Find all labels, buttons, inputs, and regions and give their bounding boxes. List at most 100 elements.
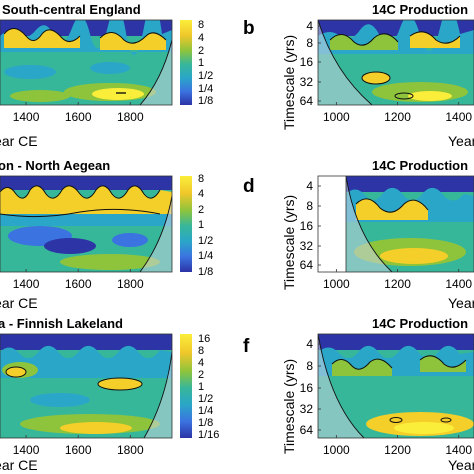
x-axis-label: Year CE [0,457,38,473]
colorbar-ticks: 8 4 2 1 1/2 1/4 1/8 [198,173,213,278]
y-tick-label: 16 [300,55,314,69]
panel-b: b 14C Production 4 8 16 32 64 Timescale (yrs… [243,2,474,149]
colorbar-tick: 1/2 [198,393,213,405]
y-tick-label: 64 [300,94,314,108]
x-tick-label: 1800 [117,110,144,124]
panel-title: South-central England [2,2,141,17]
panel-title: on - North Aegean [0,158,110,173]
colorbar-tick: 8 [198,19,204,31]
power-spectrum [0,176,172,272]
x-tick-label: 1600 [65,277,92,291]
x-tick-label: 1400 [13,110,40,124]
y-ticks: 4 8 16 32 64 [300,19,321,108]
x-ticks: 1000 1200 1400 [323,435,472,457]
colorbar-tick: 1/8 [198,417,213,429]
y-tick-label: 32 [300,239,314,253]
y-ticks: 4 8 16 32 64 [300,179,321,272]
colorbar [180,20,192,105]
x-axis-label: Year CE [0,133,38,149]
power-spectrum [346,176,474,272]
colorbar-tick: 16 [198,333,210,345]
colorbar-tick: 1/4 [198,250,213,262]
panel-c: on - North Aegean 8 4 2 1 1/2 1/4 1/8 1 4 [0,158,213,311]
y-tick-label: 4 [306,19,313,33]
x-axis-label: Year CE [0,295,38,311]
colorbar [180,176,192,272]
x-tick-label: 1200 [384,443,411,457]
colorbar-tick: 1/4 [198,405,213,417]
power-spectrum [318,20,474,105]
y-tick-label: 8 [306,359,313,373]
colorbar-tick: 1/8 [198,266,213,278]
colorbar-tick: 1/2 [198,70,213,82]
x-axis-label: Year CE [448,133,474,149]
x-tick-label: 1400 [13,277,40,291]
panel-title: a - Finnish Lakeland [0,316,123,331]
panel-e: a - Finnish Lakeland 16 8 4 2 1 1/2 1/4 [0,316,219,473]
x-tick-label: 1200 [384,110,411,124]
colorbar [180,334,192,438]
panel-letter: d [243,176,255,197]
colorbar-tick: 1/4 [198,83,213,95]
x-tick-label: 1600 [65,443,92,457]
panel-d: d 14C Production 4 8 16 32 64 Timescale (yrs… [243,158,474,311]
x-axis-label: Year CE [448,295,474,311]
y-tick-label: 8 [306,36,313,50]
power-spectrum [0,334,172,438]
panel-letter: f [243,336,250,357]
x-ticks: 1000 1200 1400 [323,102,472,124]
y-tick-label: 8 [306,199,313,213]
colorbar-tick: 1 [198,381,204,393]
colorbar-tick: 8 [198,173,204,185]
x-ticks: 1400 1600 1800 [13,269,144,291]
y-tick-label: 4 [306,337,313,351]
panel-a: South-central England 8 4 2 1 1/2 [0,2,213,149]
colorbar-tick: 1 [198,219,204,231]
panel-letter: b [243,18,255,39]
y-axis-label: Timescale (yrs) [281,359,297,454]
y-tick-label: 32 [300,402,314,416]
colorbar-tick: 4 [198,357,204,369]
panel-title: 14C Production [372,2,468,17]
y-tick-label: 32 [300,75,314,89]
panel-f: f 14C Production 4 8 16 32 64 Timescale (yrs… [243,316,474,473]
x-tick-label: 1200 [384,277,411,291]
x-tick-label: 1800 [117,277,144,291]
colorbar-tick: 1/8 [198,95,213,107]
x-tick-label: 1600 [65,110,92,124]
y-tick-label: 16 [300,219,314,233]
x-tick-label: 1400 [13,443,40,457]
colorbar-ticks: 16 8 4 2 1 1/2 1/4 1/8 1/16 [198,333,219,441]
colorbar-tick: 1/16 [198,429,219,441]
x-ticks: 1000 1200 1400 [323,269,472,291]
colorbar-tick: 2 [198,204,204,216]
panel-title: 14C Production [372,316,468,331]
x-tick-label: 1400 [445,443,472,457]
colorbar-tick: 2 [198,369,204,381]
y-axis-label: Timescale (yrs) [281,35,297,130]
x-tick-label: 1400 [445,110,472,124]
colorbar-tick: 4 [198,32,204,44]
colorbar-tick: 2 [198,45,204,57]
y-tick-label: 16 [300,381,314,395]
x-tick-label: 1400 [445,277,472,291]
colorbar-tick: 4 [198,188,204,200]
y-ticks: 4 8 16 32 64 [300,337,321,437]
colorbar-tick: 1 [198,57,204,69]
y-tick-label: 64 [300,423,314,437]
x-tick-label: 1000 [323,110,350,124]
y-tick-label: 64 [300,258,314,272]
colorbar-tick: 8 [198,345,204,357]
power-spectrum [0,20,172,105]
x-tick-label: 1000 [323,443,350,457]
panel-title: 14C Production [372,158,468,173]
y-axis-label: Timescale (yrs) [281,195,297,290]
no-data-region [318,176,346,272]
x-tick-label: 1000 [323,277,350,291]
x-axis-label: Year CE [448,457,474,473]
x-tick-label: 1800 [117,443,144,457]
colorbar-tick: 1/2 [198,235,213,247]
y-tick-label: 4 [306,179,313,193]
x-ticks: 1400 1600 1800 [13,102,144,124]
